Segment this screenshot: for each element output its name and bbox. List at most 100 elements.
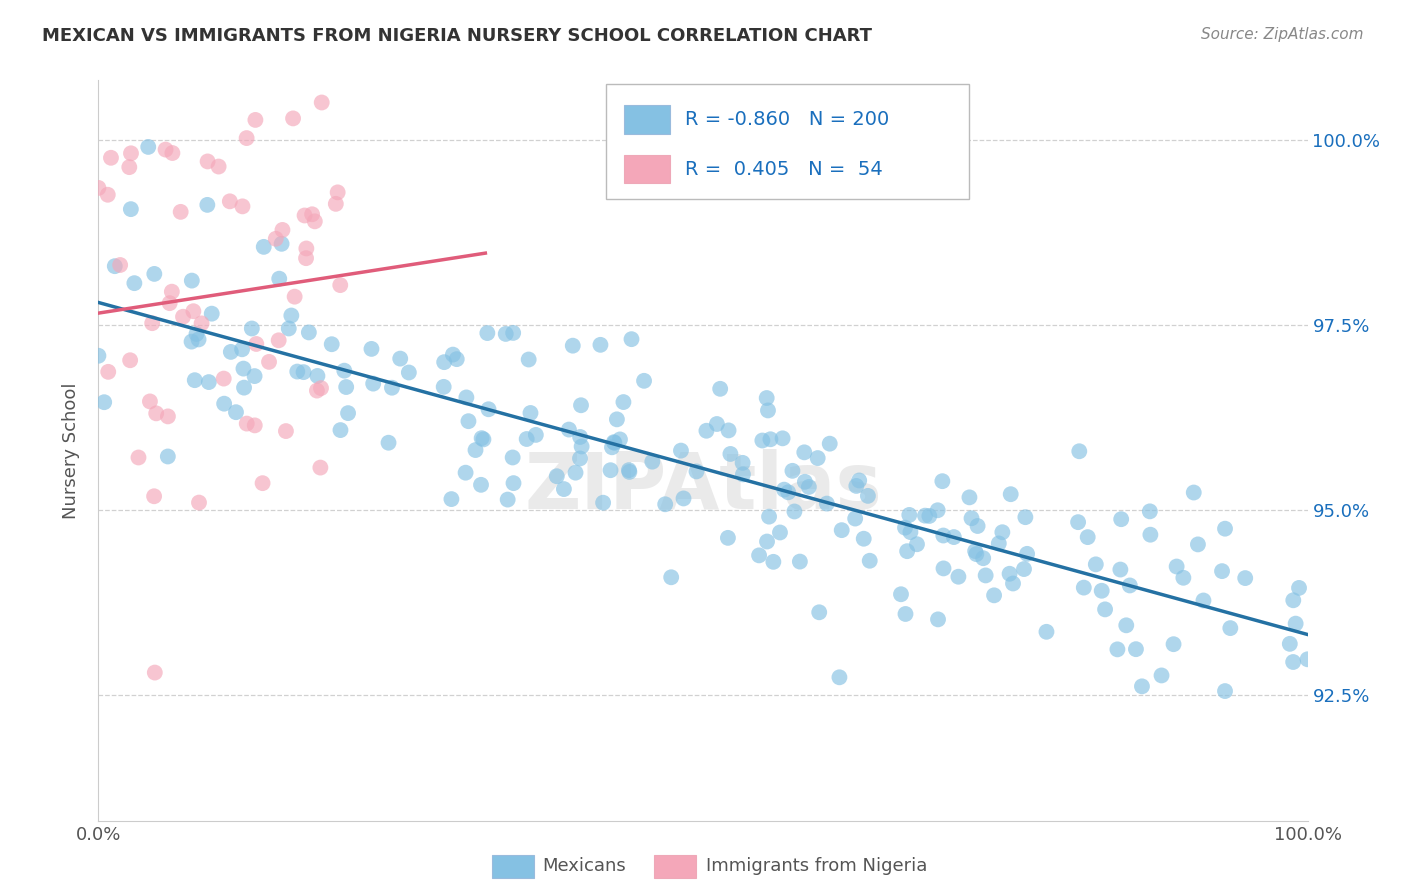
Point xyxy=(219,345,242,359)
Point xyxy=(257,355,280,369)
Point xyxy=(759,432,782,446)
Point xyxy=(233,381,256,395)
Point xyxy=(97,365,120,379)
Point xyxy=(120,353,142,368)
Point xyxy=(477,402,499,417)
Point xyxy=(1234,571,1257,585)
Point xyxy=(1130,679,1153,693)
Point xyxy=(1125,642,1147,657)
Point xyxy=(592,496,614,510)
Point xyxy=(828,670,851,684)
Point xyxy=(253,240,276,254)
Point xyxy=(589,338,612,352)
Point xyxy=(808,605,831,619)
Point xyxy=(659,570,682,584)
Point xyxy=(571,440,593,454)
Point xyxy=(1115,618,1137,632)
Point xyxy=(558,423,581,437)
Text: R =  0.405   N =  54: R = 0.405 N = 54 xyxy=(685,160,883,178)
Point xyxy=(972,551,994,566)
Point xyxy=(960,511,983,525)
Point xyxy=(669,443,692,458)
Point xyxy=(1213,522,1236,536)
Point xyxy=(325,197,347,211)
Point xyxy=(1139,504,1161,518)
FancyBboxPatch shape xyxy=(606,84,969,199)
Point xyxy=(183,304,205,318)
Point xyxy=(932,528,955,542)
Point xyxy=(304,214,326,228)
Point xyxy=(477,326,499,340)
Point xyxy=(471,431,494,445)
Point xyxy=(180,334,202,349)
Point xyxy=(856,489,879,503)
Point xyxy=(859,554,882,568)
Point xyxy=(124,276,146,290)
Point xyxy=(97,187,120,202)
Point xyxy=(1069,444,1091,458)
Point xyxy=(783,504,806,518)
Point xyxy=(197,154,219,169)
Point xyxy=(243,369,266,384)
Point xyxy=(1182,485,1205,500)
Point xyxy=(991,525,1014,540)
Point xyxy=(603,435,626,450)
Point xyxy=(600,440,623,454)
Point xyxy=(1219,621,1241,635)
Point xyxy=(966,519,988,533)
Point xyxy=(139,394,162,409)
Point xyxy=(104,259,127,273)
Point xyxy=(156,409,179,424)
Point xyxy=(162,146,184,161)
Point xyxy=(337,406,360,420)
Point xyxy=(231,343,253,357)
Point xyxy=(1211,564,1233,578)
Point xyxy=(1000,487,1022,501)
Point xyxy=(232,361,254,376)
Point xyxy=(569,451,592,466)
Point xyxy=(553,482,575,496)
Point xyxy=(564,466,586,480)
Point xyxy=(187,333,209,347)
Point xyxy=(603,435,626,450)
Point xyxy=(1288,581,1310,595)
Point xyxy=(1192,593,1215,607)
Point xyxy=(270,236,292,251)
Point xyxy=(127,450,149,465)
Point xyxy=(619,465,641,479)
Point xyxy=(87,181,110,195)
Point xyxy=(965,547,987,561)
Point xyxy=(633,374,655,388)
Point xyxy=(440,492,463,507)
Point xyxy=(890,587,912,601)
Point xyxy=(731,467,754,482)
Point xyxy=(141,316,163,330)
Text: ZIPAtlas: ZIPAtlas xyxy=(524,450,882,525)
Point xyxy=(274,424,297,438)
Point xyxy=(1067,515,1090,529)
Point xyxy=(201,307,224,321)
Point xyxy=(143,665,166,680)
Point xyxy=(974,568,997,582)
Point xyxy=(188,495,211,509)
Point xyxy=(1173,571,1195,585)
Point xyxy=(900,525,922,540)
Point xyxy=(307,368,329,383)
Point xyxy=(845,479,868,493)
Point xyxy=(517,352,540,367)
Point xyxy=(983,588,1005,602)
Point xyxy=(1282,593,1305,607)
Point xyxy=(502,476,524,491)
Point xyxy=(269,271,291,285)
Point xyxy=(1213,684,1236,698)
Point xyxy=(561,339,583,353)
Point xyxy=(309,460,332,475)
Point xyxy=(145,406,167,420)
Point xyxy=(212,371,235,385)
Point xyxy=(959,491,981,505)
Point xyxy=(617,463,640,477)
Point xyxy=(1278,637,1301,651)
Point xyxy=(894,521,917,535)
Point xyxy=(898,508,921,522)
Point xyxy=(231,199,253,213)
